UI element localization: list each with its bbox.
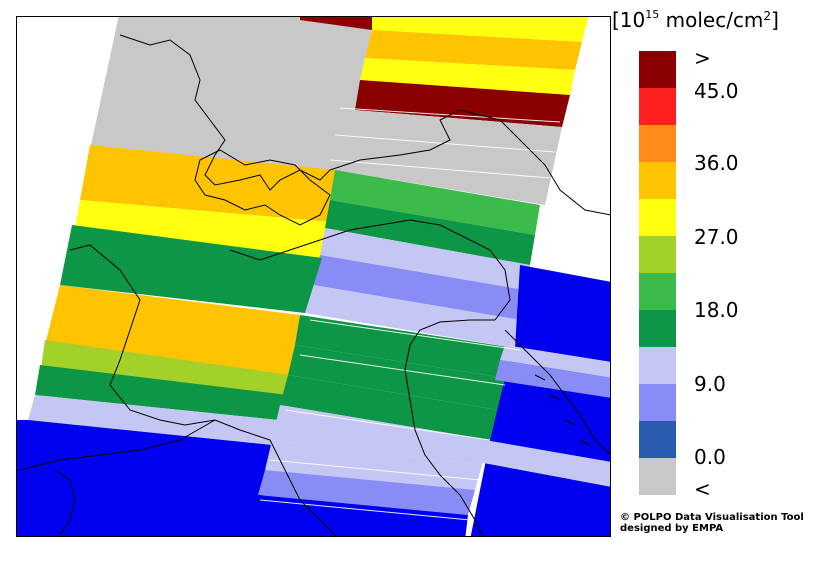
adriatic-coast-west xyxy=(404,319,495,537)
legend-title-unit: molec/cm xyxy=(659,8,764,32)
pixel-darkgreen-mid2 xyxy=(295,315,515,378)
colorbar-label-3: 27.0 xyxy=(694,225,739,249)
pixel-darkgreen-left xyxy=(35,365,288,420)
ligurian-coast xyxy=(19,419,216,471)
colorbar-cell-2 xyxy=(639,125,676,162)
legend-title-suffix: ] xyxy=(771,8,779,32)
adriatic-coast-east xyxy=(504,329,611,456)
pixel-lavender-bottom1 xyxy=(265,440,482,490)
legend-title-prefix: [10 xyxy=(612,8,646,32)
pixel-darkred-mid xyxy=(355,80,570,127)
credit-text: © POLPO Data Visualisation Tool designed… xyxy=(620,512,804,534)
austria-border xyxy=(329,109,611,216)
pixel-grey-top xyxy=(90,17,374,185)
colorbar-cell-8 xyxy=(639,347,676,384)
credit-line-2: designed by EMPA xyxy=(620,523,724,534)
scanline-layer xyxy=(259,107,561,521)
colorbar-cell-5 xyxy=(639,236,676,273)
corsica-outline xyxy=(54,469,76,536)
credit-line-1: © POLPO Data Visualisation Tool xyxy=(620,512,804,523)
pixel-orange-top xyxy=(365,30,582,70)
colorbar-label-5: 9.0 xyxy=(694,372,726,396)
pixel-yellow-top2 xyxy=(360,58,575,95)
colorbar-cell-0 xyxy=(639,51,676,88)
colorbar-label-7: < xyxy=(694,477,711,501)
colorbar-label-2: 36.0 xyxy=(694,151,739,175)
pixel-darkred-top xyxy=(300,17,374,30)
pixel-lavender-right2 xyxy=(478,440,611,487)
pixel-lavender-mid3 xyxy=(272,405,490,465)
colorbar-cell-9 xyxy=(639,384,676,421)
colorbar-cell-3 xyxy=(639,162,676,199)
colorbar-cell-6 xyxy=(639,273,676,310)
colorbar xyxy=(639,51,676,495)
map-svg xyxy=(17,17,611,537)
colorbar-cell-7 xyxy=(639,310,676,347)
colorbar-cell-11 xyxy=(639,458,676,495)
france-border xyxy=(119,34,331,191)
pixel-grey-right xyxy=(335,110,562,205)
pixel-blue-mid1 xyxy=(313,255,525,320)
pixel-blue-bottom xyxy=(17,420,272,537)
pixel-yellow-top xyxy=(372,17,589,42)
pixel-lavender-left xyxy=(28,395,278,445)
map-area xyxy=(17,17,611,537)
legend-title-squared: 2 xyxy=(763,9,772,23)
pixel-blue-bottom2 xyxy=(258,470,475,515)
pixel-lavender-mid1 xyxy=(320,228,530,290)
colorbar-label-4: 18.0 xyxy=(694,298,739,322)
colorbar-cell-1 xyxy=(639,88,676,125)
colorbar-label-6: 0.0 xyxy=(694,445,726,469)
no2-pixel-layer xyxy=(17,17,611,537)
pixel-darkgreen-mid4 xyxy=(280,375,498,440)
pixel-lavender-mid2 xyxy=(305,285,520,348)
croatia-islands xyxy=(534,374,591,446)
colorbar-cell-4 xyxy=(639,199,676,236)
coastline-layer xyxy=(19,34,611,537)
pixel-darkgreen-mid1 xyxy=(325,200,535,265)
pixel-green-mid1 xyxy=(330,170,540,235)
pixel-darkgreen-wide xyxy=(60,225,322,313)
italy-west-border xyxy=(69,244,338,537)
pixel-orange-left2 xyxy=(45,285,300,390)
italy-north-border xyxy=(229,219,511,321)
legend-title-exponent: 15 xyxy=(645,8,660,21)
pixel-orange-left1 xyxy=(80,145,335,222)
swiss-border xyxy=(194,149,331,226)
colorbar-label-0: > xyxy=(694,46,711,70)
legend-title: [1015 molec/cm2] xyxy=(612,8,779,32)
pixel-blue-bottom3 xyxy=(255,495,468,537)
colorbar-label-1: 45.0 xyxy=(694,79,739,103)
colorbar-cell-10 xyxy=(639,421,676,458)
